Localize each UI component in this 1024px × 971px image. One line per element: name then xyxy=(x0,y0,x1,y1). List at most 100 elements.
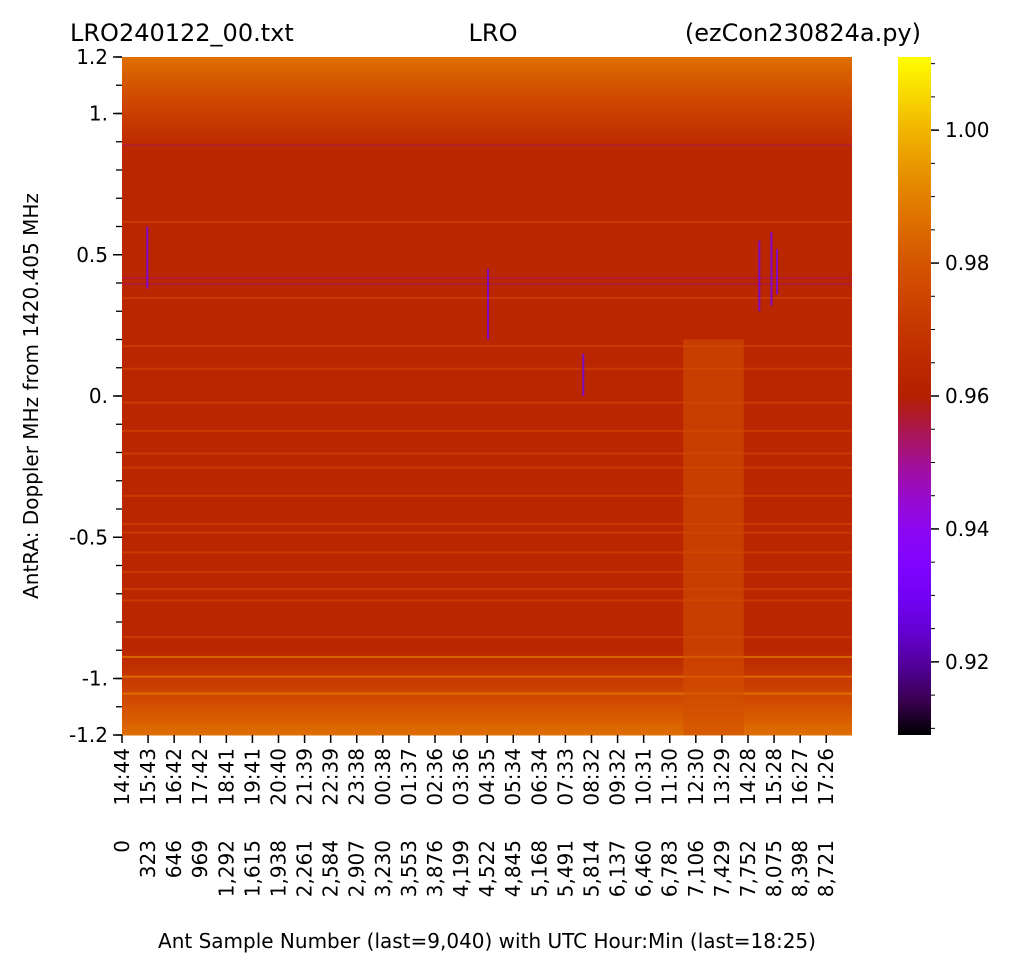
x-axis-label: Ant Sample Number (last=9,040) with UTC … xyxy=(158,929,816,953)
x-tick-sample-label: 3,230 xyxy=(371,840,395,897)
heat-cell xyxy=(122,690,852,694)
x-tick-time-label: 17:42 xyxy=(188,748,212,806)
heat-cell xyxy=(122,401,852,404)
heat-cell xyxy=(122,144,852,147)
colorbar-tick-label: 0.94 xyxy=(945,517,990,541)
colorbar-tick-label: 0.98 xyxy=(945,251,990,275)
x-tick-time-label: 15:28 xyxy=(762,748,786,806)
y-tick-label: 0.5 xyxy=(76,243,108,267)
x-tick-time-label: 16:42 xyxy=(162,748,186,806)
colorbar xyxy=(898,57,931,735)
colorbar-tick-label: 0.96 xyxy=(945,384,990,408)
heat-cell xyxy=(122,588,852,591)
heat-cell xyxy=(683,339,744,735)
heat-cell xyxy=(122,66,852,70)
heat-cell xyxy=(122,84,852,88)
heat-cell xyxy=(122,702,852,706)
x-tick-time-label: 20:40 xyxy=(266,748,290,806)
x-tick-time-label: 10:31 xyxy=(632,748,656,806)
heat-cell xyxy=(122,523,852,526)
heat-cell xyxy=(122,720,852,724)
heat-cell xyxy=(122,108,852,112)
x-tick-time-label: 14:44 xyxy=(110,748,134,806)
heat-cell xyxy=(758,240,761,312)
heat-cell xyxy=(122,135,852,139)
heat-cell xyxy=(122,651,852,655)
heat-cell xyxy=(122,105,852,109)
x-tick-time-label: 22:39 xyxy=(319,748,343,806)
x-tick-sample-label: 1,938 xyxy=(266,840,290,897)
heat-cell xyxy=(122,96,852,100)
x-tick-time-label: 11:30 xyxy=(658,748,682,806)
heat-cell xyxy=(122,78,852,82)
x-tick-time-label: 09:32 xyxy=(606,748,630,806)
heat-cell xyxy=(122,120,852,124)
heat-cell xyxy=(122,571,852,574)
x-tick-sample-label: 8,398 xyxy=(788,840,812,897)
heat-cell xyxy=(122,711,852,715)
heat-cell xyxy=(122,714,852,718)
heat-cell xyxy=(122,123,852,127)
heat-cell xyxy=(122,681,852,685)
heat-cell xyxy=(122,723,852,727)
heat-cell xyxy=(122,138,852,142)
heat-cell xyxy=(122,726,852,730)
x-tick-sample-label: 7,429 xyxy=(710,840,734,897)
x-tick-time-label: 21:39 xyxy=(293,748,317,806)
x-tick-time-label: 15:43 xyxy=(136,748,160,806)
x-tick-sample-label: 969 xyxy=(188,840,212,878)
x-tick-sample-label: 6,137 xyxy=(606,840,630,897)
colorbar-tick-label: 1.00 xyxy=(945,118,990,142)
x-tick-time-label: 17:26 xyxy=(814,748,838,806)
heat-cell xyxy=(122,81,852,85)
heat-cell xyxy=(122,114,852,118)
x-tick-time-label: 13:29 xyxy=(710,748,734,806)
heat-cell xyxy=(122,672,852,676)
x-tick-sample-label: 7,106 xyxy=(684,840,708,897)
x-tick-time-label: 01:37 xyxy=(397,748,421,806)
heat-cell xyxy=(122,75,852,79)
colorbar-tick-label: 0.92 xyxy=(945,650,990,674)
heat-cell xyxy=(122,657,852,661)
heatmap-plot-area xyxy=(122,57,852,736)
heat-cell xyxy=(122,663,852,667)
heat-cell xyxy=(122,132,852,136)
heat-cell xyxy=(122,466,852,469)
heat-cell xyxy=(122,729,852,733)
heat-cell xyxy=(122,367,852,370)
y-tick-label: -0.5 xyxy=(69,525,108,549)
heat-cell xyxy=(122,102,852,106)
heat-cell xyxy=(122,60,852,64)
heat-cell xyxy=(122,692,852,695)
heat-cell xyxy=(122,429,852,432)
x-tick-time-label: 23:38 xyxy=(345,748,369,806)
heat-cell xyxy=(122,452,852,455)
x-tick-sample-label: 4,199 xyxy=(449,840,473,897)
x-tick-sample-label: 5,814 xyxy=(579,840,603,897)
heat-cell xyxy=(582,353,585,396)
y-tick-label: -1. xyxy=(82,667,108,691)
heat-cell xyxy=(122,126,852,130)
x-tick-sample-label: 646 xyxy=(162,840,186,878)
heat-cell xyxy=(122,732,852,736)
heat-cell xyxy=(122,693,852,697)
heat-cell xyxy=(122,90,852,94)
x-tick-time-label: 00:38 xyxy=(371,748,395,806)
heat-cell xyxy=(122,93,852,97)
y-tick-label: 0. xyxy=(89,384,108,408)
heat-cell xyxy=(122,87,852,91)
heat-cell xyxy=(146,226,149,289)
x-tick-sample-label: 8,721 xyxy=(814,840,838,897)
heat-cell xyxy=(122,111,852,115)
x-tick-sample-label: 3,553 xyxy=(397,840,421,897)
x-tick-sample-label: 323 xyxy=(136,840,160,878)
y-axis: 1.2 1. 0.5 0. -0.5 -1. -1.2 xyxy=(69,45,122,747)
heat-cell xyxy=(122,696,852,700)
x-tick-sample-label: 1,292 xyxy=(214,840,238,897)
heat-cell xyxy=(122,678,852,682)
heat-cell xyxy=(122,666,852,670)
heat-cell xyxy=(776,249,779,295)
heat-cell xyxy=(122,675,852,678)
heat-cell xyxy=(122,129,852,133)
